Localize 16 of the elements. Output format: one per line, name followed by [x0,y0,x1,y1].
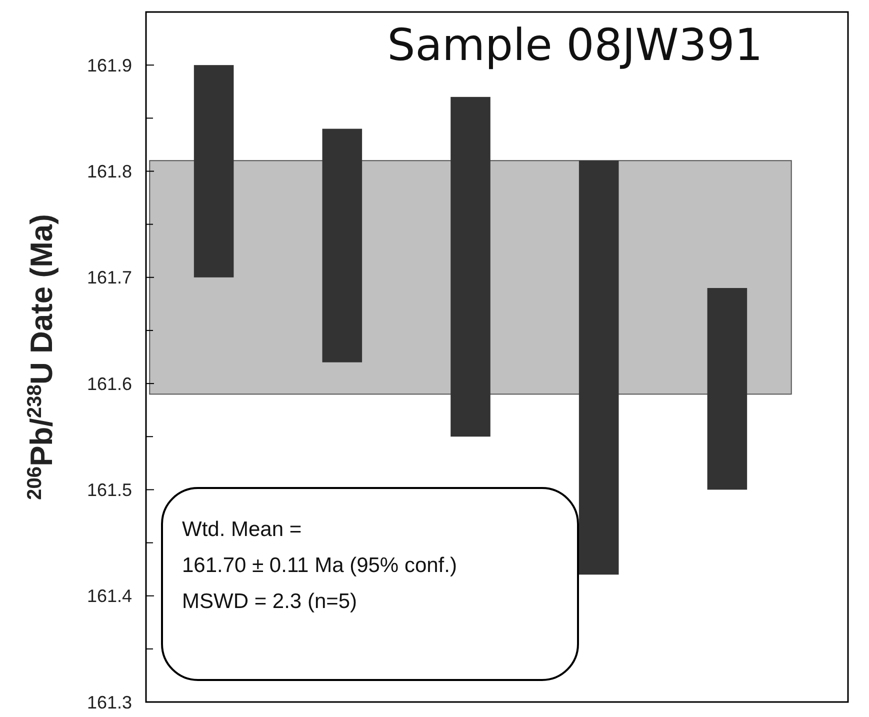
bar [578,160,619,575]
bar [707,288,748,490]
annotation: Wtd. Mean = [182,518,302,541]
y-tick-label: 161.8 [86,162,132,182]
bar [322,128,362,362]
y-tick-label: 161.5 [86,480,132,500]
bar [194,65,234,278]
y-tick-label: 161.4 [86,586,132,606]
bar [450,96,490,437]
annotation: MSWD = 2.3 (n=5) [182,590,358,613]
y-tick-label: 161.6 [86,374,132,394]
y-tick-label: 161.7 [86,268,132,288]
annotation: 161.70 ± 0.11 Ma (95% conf.) [182,554,457,577]
y-tick-label: 161.9 [86,55,132,76]
chart-title: Sample 08JW391 [387,20,763,71]
y-tick-label: 161.3 [86,692,132,712]
